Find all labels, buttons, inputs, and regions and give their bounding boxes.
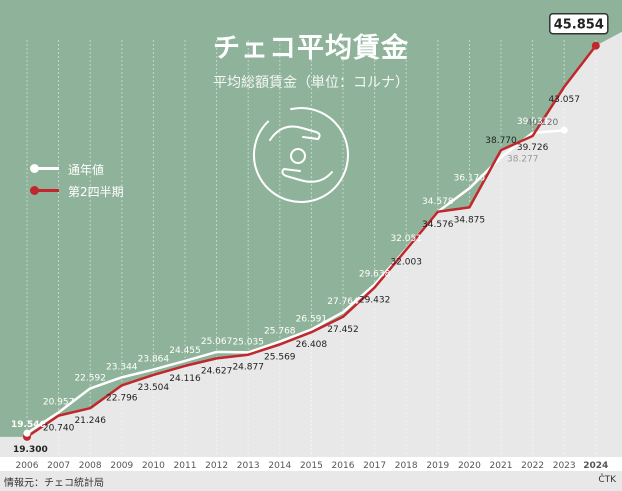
source-note: 情報元：チェコ統計局	[4, 478, 104, 489]
x-tick-label: 2020	[458, 461, 481, 471]
x-tick-label: 2024	[583, 461, 608, 471]
x-tick-label: 2019	[426, 461, 449, 471]
q2-series-line	[26, 44, 597, 438]
annual-data-label: 25.035	[232, 337, 264, 347]
q2-data-label: 22.796	[106, 393, 138, 403]
x-tick-label: 2018	[395, 461, 418, 471]
x-tick-label: 2023	[553, 461, 576, 471]
x-axis: 2006 2007 2008 2009 2010 2011 2012 2013 2014 2015…	[0, 457, 622, 471]
annual-data-label: 24.455	[169, 346, 201, 356]
q2-data-label: 19.300	[13, 445, 48, 455]
x-tick-label: 2010	[142, 461, 165, 471]
annual-data-label: 20.957	[43, 397, 75, 407]
annual-series-line	[26, 128, 565, 435]
x-tick-label: 2022	[521, 461, 544, 471]
q2-data-label: 34.875	[454, 215, 486, 225]
series-layer	[23, 41, 600, 441]
x-tick-label: 2006	[16, 461, 39, 471]
annual-data-label: 25.768	[264, 327, 296, 337]
x-tick-label: 2012	[205, 461, 228, 471]
credit-note: ČTK	[598, 475, 616, 485]
annual-data-label: 29.638	[359, 270, 391, 280]
legend-swatch-annual	[30, 163, 60, 175]
q2-data-label: 38.770	[485, 136, 517, 146]
x-tick-label: 2016	[332, 461, 355, 471]
x-tick-label: 2007	[47, 461, 70, 471]
annual-data-label: 34.578	[422, 197, 454, 207]
q2-data-label: 20.740	[43, 424, 75, 434]
annual-data-label: 27.764	[327, 297, 359, 307]
q2-data-label: 25.569	[264, 353, 296, 363]
legend-label-annual: 通年値	[68, 162, 105, 177]
q2-data-label: 24.627	[201, 366, 233, 376]
annual-data-label: 38.277	[507, 154, 539, 164]
annual-point	[23, 429, 31, 437]
q2-data-label: 29.432	[359, 296, 391, 306]
legend-label-q2: 第2四半期	[68, 184, 124, 199]
legend: 通年値 第2四半期	[30, 158, 124, 202]
q2-data-label: 34.576	[422, 220, 454, 230]
q2-data-label: 43.057	[548, 95, 580, 105]
legend-swatch-q2	[30, 185, 60, 197]
x-tick-label: 2011	[174, 461, 197, 471]
chart-title: チェコ平均賃金	[213, 33, 409, 64]
annual-data-label: 26.591	[296, 314, 328, 324]
annual-data-label: 39.932	[517, 117, 549, 127]
q2-data-label: 24.116	[169, 374, 201, 384]
q2-data-label: 27.452	[327, 325, 359, 335]
q2-point	[591, 41, 600, 50]
annual-point	[560, 126, 568, 134]
q2-data-label: 45.854	[554, 18, 604, 33]
x-tick-label: 2017	[363, 461, 386, 471]
x-tick-label: 2014	[268, 461, 291, 471]
q2-data-label: 26.408	[296, 340, 328, 350]
x-axis-band	[0, 457, 622, 471]
annual-data-label: 32.051	[390, 234, 422, 244]
gridlines	[26, 40, 597, 456]
annual-data-label: 19.546	[11, 420, 46, 430]
annual-data-label: 40.120	[527, 118, 559, 128]
x-tick-label: 2009	[110, 461, 133, 471]
annual-data-label: 23.344	[106, 362, 138, 372]
area-fill	[0, 31, 622, 491]
q2-data-label: 39.726	[517, 143, 549, 153]
data-labels: 19.54620.95722.59223.34423.86424.45525.0…	[11, 12, 609, 455]
q2-data-label: 23.504	[138, 383, 170, 393]
legend-item-annual: 通年値	[30, 158, 124, 180]
x-tick-label: 2015	[300, 461, 323, 471]
chart-subtitle: 平均総額賃金（単位：コルナ）	[213, 75, 409, 91]
annual-data-label: 23.864	[138, 355, 170, 365]
x-tick-label: 2008	[79, 461, 102, 471]
annual-data-label: 36.176	[454, 173, 486, 183]
last-value-box	[549, 12, 609, 35]
x-tick-label: 2013	[237, 461, 260, 471]
q2-data-label: 21.246	[74, 416, 106, 426]
q2-data-label: 32.003	[390, 258, 422, 268]
x-tick-label: 2021	[490, 461, 513, 471]
annual-data-label: 22.592	[74, 373, 106, 383]
legend-item-q2: 第2四半期	[30, 180, 124, 202]
q2-data-label: 24.877	[232, 363, 264, 373]
hands-coin-icon	[253, 107, 349, 203]
annual-data-label: 25.067	[201, 337, 233, 347]
